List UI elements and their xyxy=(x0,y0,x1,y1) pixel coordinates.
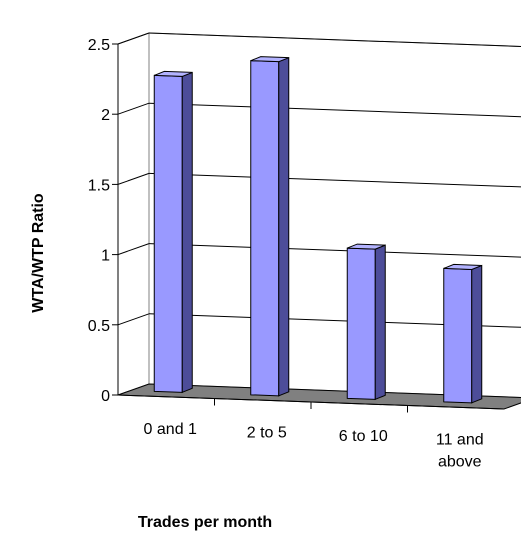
x-axis-title: Trades per month xyxy=(138,514,272,531)
bar xyxy=(346,243,386,401)
bar-front-face xyxy=(250,60,280,397)
bar-top-face xyxy=(347,243,386,250)
bar xyxy=(443,263,483,404)
x-tick-label: 11 and above xyxy=(436,431,484,470)
bar xyxy=(250,56,290,397)
y-ticks: 0 0.5 1 1.5 2 2.5 xyxy=(88,37,118,405)
x-tick-label: 2 to 5 xyxy=(247,424,287,441)
x-tick-label: 6 to 10 xyxy=(339,428,388,445)
x-tick-label-line: 6 to 10 xyxy=(339,428,388,445)
gridline-left xyxy=(117,172,150,185)
bar-front-face xyxy=(153,74,183,393)
y-tick-label: 2 xyxy=(101,107,110,124)
bar-top-face xyxy=(154,70,193,77)
gridline-back xyxy=(148,243,521,258)
bars xyxy=(153,56,483,404)
bar-side-face xyxy=(471,264,483,404)
gridline-left xyxy=(117,102,150,115)
gridline-left xyxy=(117,32,150,45)
gridline-left xyxy=(117,243,150,256)
gridline-back xyxy=(148,172,521,188)
y-axis-title: WTA/WTP Ratio xyxy=(30,193,47,313)
gridline-left xyxy=(117,313,150,326)
bar-side-face xyxy=(278,56,290,397)
bar-top-face xyxy=(250,56,289,63)
y-tick-label: 1.5 xyxy=(88,177,110,194)
x-ticks: 0 and 1 2 to 5 6 to 10 11 and above xyxy=(144,398,484,470)
x-tick-label-line: 11 and xyxy=(436,431,484,448)
y-tick-label: 1 xyxy=(101,248,110,265)
gridlines xyxy=(117,32,521,328)
bar xyxy=(153,70,193,394)
bar-side-face xyxy=(374,244,386,401)
y-tick-label: 0 xyxy=(101,388,110,405)
x-tick-label-line: 2 to 5 xyxy=(247,424,287,441)
gridline-back xyxy=(148,102,521,118)
bar-side-face xyxy=(181,71,193,394)
y-tick-label: 0.5 xyxy=(88,318,110,335)
bar-top-face xyxy=(443,263,482,270)
bar-front-face xyxy=(346,247,376,400)
left-wall xyxy=(117,32,150,396)
gridline-back xyxy=(148,32,521,47)
x-tick-label: 0 and 1 xyxy=(144,421,197,438)
bar-front-face xyxy=(443,267,473,404)
y-tick-label: 2.5 xyxy=(88,37,110,54)
x-tick-label-line: 0 and 1 xyxy=(144,421,197,438)
x-tick-label-line: above xyxy=(438,453,482,470)
